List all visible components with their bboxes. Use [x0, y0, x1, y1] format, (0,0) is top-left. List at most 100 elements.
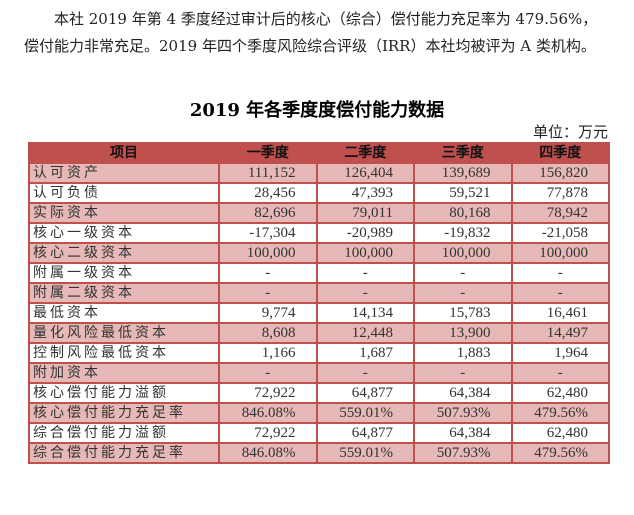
cell-q2: 100,000: [315, 242, 415, 264]
table-row: 综合偿付能力溢额 72,922 64,877 64,384 62,480: [28, 422, 610, 444]
row-label: 核心二级资本: [28, 242, 220, 264]
header-q1: 一季度: [218, 142, 318, 164]
table-title: 2019 年各季度度偿付能力数据: [189, 100, 445, 121]
row-label: 核心一级资本: [28, 222, 220, 244]
header-item: 项目: [28, 142, 220, 164]
cell-q4: 78,942: [510, 202, 610, 224]
cell-q3: 139,689: [413, 162, 513, 184]
cell-q1: 72,922: [218, 382, 318, 404]
table-row: 核心二级资本 100,000 100,000 100,000 100,000: [28, 242, 610, 264]
cell-q3: 1,883: [413, 342, 513, 364]
cell-q2: 14,134: [315, 302, 415, 324]
cell-q1: 82,696: [218, 202, 318, 224]
cell-q4: 156,820: [510, 162, 610, 184]
table-row: 认可资产 111,152 126,404 139,689 156,820: [28, 162, 610, 184]
table-row: 附属二级资本 - - - -: [28, 282, 610, 304]
cell-q3: 80,168: [413, 202, 513, 224]
row-label: 控制风险最低资本: [28, 342, 220, 364]
cell-q2: 559.01%: [315, 402, 415, 424]
intro-line-1: 本社 2019 年第 4 季度经过审计后的核心（综合）偿付能力充足率为 479.…: [54, 10, 598, 28]
table-row: 综合偿付能力充足率 846.08% 559.01% 507.93% 479.56%: [28, 442, 610, 464]
cell-q1: -: [218, 262, 318, 284]
header-q3: 三季度: [413, 142, 513, 164]
cell-q3: 59,521: [413, 182, 513, 204]
row-label: 附属一级资本: [28, 262, 220, 284]
cell-q4: 1,964: [510, 342, 610, 364]
cell-q4: 479.56%: [510, 402, 610, 424]
cell-q3: -: [413, 262, 513, 284]
cell-q4: -: [510, 362, 610, 384]
table-header-row: 项目 一季度 二季度 三季度 四季度: [28, 142, 610, 164]
header-q2: 二季度: [315, 142, 415, 164]
table-row: 最低资本 9,774 14,134 15,783 16,461: [28, 302, 610, 324]
cell-q3: -19,832: [413, 222, 513, 244]
cell-q4: -: [510, 262, 610, 284]
cell-q2: -: [315, 262, 415, 284]
table-row: 实际资本 82,696 79,011 80,168 78,942: [28, 202, 610, 224]
intro-line-2: 偿付能力非常充足。2019 年四个季度风险综合评级（IRR）本社均被评为 A 类…: [24, 37, 596, 55]
cell-q2: 79,011: [315, 202, 415, 224]
table-row: 量化风险最低资本 8,608 12,448 13,900 14,497: [28, 322, 610, 344]
cell-q4: 16,461: [510, 302, 610, 324]
cell-q3: 64,384: [413, 422, 513, 444]
row-label: 附加资本: [28, 362, 220, 384]
solvency-table: 项目 一季度 二季度 三季度 四季度 认可资产 111,152 126,404 139…: [28, 142, 610, 464]
cell-q3: 100,000: [413, 242, 513, 264]
row-label: 核心偿付能力充足率: [28, 402, 220, 424]
cell-q2: 559.01%: [315, 442, 415, 464]
cell-q2: -: [315, 362, 415, 384]
row-label: 综合偿付能力充足率: [28, 442, 220, 464]
cell-q2: 1,687: [315, 342, 415, 364]
row-label: 量化风险最低资本: [28, 322, 220, 344]
intro-paragraph: 本社 2019 年第 4 季度经过审计后的核心（综合）偿付能力充足率为 479.…: [24, 6, 624, 60]
cell-q1: -: [218, 362, 318, 384]
cell-q1: -17,304: [218, 222, 318, 244]
cell-q4: -21,058: [510, 222, 610, 244]
cell-q4: 62,480: [510, 422, 610, 444]
cell-q4: -: [510, 282, 610, 304]
table-row: 附加资本 - - - -: [28, 362, 610, 384]
table-row: 核心一级资本 -17,304 -20,989 -19,832 -21,058: [28, 222, 610, 244]
cell-q2: 64,877: [315, 422, 415, 444]
cell-q1: 28,456: [218, 182, 318, 204]
cell-q3: 13,900: [413, 322, 513, 344]
table-row: 核心偿付能力充足率 846.08% 559.01% 507.93% 479.56%: [28, 402, 610, 424]
cell-q3: 507.93%: [413, 402, 513, 424]
cell-q3: -: [413, 362, 513, 384]
row-label: 认可负债: [28, 182, 220, 204]
cell-q2: 126,404: [315, 162, 415, 184]
cell-q1: 1,166: [218, 342, 318, 364]
cell-q3: 64,384: [413, 382, 513, 404]
row-label: 最低资本: [28, 302, 220, 324]
cell-q2: 47,393: [315, 182, 415, 204]
table-row: 附属一级资本 - - - -: [28, 262, 610, 284]
cell-q2: 12,448: [315, 322, 415, 344]
cell-q1: 846.08%: [218, 442, 318, 464]
row-label: 认可资产: [28, 162, 220, 184]
row-label: 实际资本: [28, 202, 220, 224]
row-label: 综合偿付能力溢额: [28, 422, 220, 444]
cell-q2: -: [315, 282, 415, 304]
cell-q3: -: [413, 282, 513, 304]
cell-q4: 62,480: [510, 382, 610, 404]
row-label: 核心偿付能力溢额: [28, 382, 220, 404]
cell-q4: 100,000: [510, 242, 610, 264]
cell-q4: 479.56%: [510, 442, 610, 464]
table-row: 核心偿付能力溢额 72,922 64,877 64,384 62,480: [28, 382, 610, 404]
cell-q1: 111,152: [218, 162, 318, 184]
unit-label: 单位：万元: [532, 123, 608, 141]
cell-q4: 14,497: [510, 322, 610, 344]
cell-q1: 9,774: [218, 302, 318, 324]
row-label: 附属二级资本: [28, 282, 220, 304]
cell-q1: 8,608: [218, 322, 318, 344]
cell-q4: 77,878: [510, 182, 610, 204]
cell-q3: 507.93%: [413, 442, 513, 464]
cell-q1: -: [218, 282, 318, 304]
cell-q2: -20,989: [315, 222, 415, 244]
cell-q3: 15,783: [413, 302, 513, 324]
header-q4: 四季度: [510, 142, 610, 164]
cell-q1: 846.08%: [218, 402, 318, 424]
table-row: 控制风险最低资本 1,166 1,687 1,883 1,964: [28, 342, 610, 364]
table-row: 认可负债 28,456 47,393 59,521 77,878: [28, 182, 610, 204]
cell-q1: 72,922: [218, 422, 318, 444]
